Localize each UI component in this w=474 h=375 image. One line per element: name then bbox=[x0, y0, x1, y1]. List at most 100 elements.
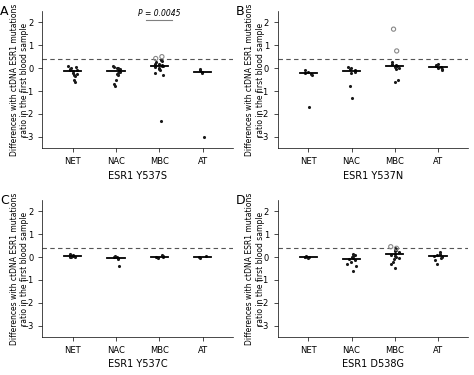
Point bbox=[66, 66, 73, 72]
Point bbox=[115, 66, 122, 72]
Point bbox=[199, 70, 206, 76]
Point bbox=[346, 84, 354, 90]
Point bbox=[349, 251, 357, 257]
Point bbox=[344, 261, 351, 267]
Point bbox=[392, 64, 399, 70]
Text: D: D bbox=[236, 194, 246, 207]
Y-axis label: Differences with ctDNA ESR1 mutations
ratio in the first blood sample: Differences with ctDNA ESR1 mutations ra… bbox=[246, 3, 265, 156]
Point bbox=[155, 65, 163, 71]
Point bbox=[392, 254, 400, 260]
Point bbox=[433, 261, 440, 267]
Point bbox=[67, 254, 74, 260]
Point bbox=[346, 66, 354, 72]
Point bbox=[69, 252, 76, 258]
Point bbox=[391, 246, 399, 252]
Point bbox=[64, 63, 72, 69]
Point bbox=[437, 64, 445, 70]
Point bbox=[110, 64, 118, 70]
Point bbox=[73, 64, 80, 70]
Point bbox=[159, 72, 166, 78]
Point bbox=[430, 253, 438, 259]
Point bbox=[394, 76, 402, 82]
Point bbox=[431, 258, 439, 264]
Point bbox=[432, 62, 439, 68]
Point bbox=[392, 253, 399, 259]
Point bbox=[159, 254, 166, 260]
Point bbox=[67, 65, 75, 71]
Text: P = 0.0045: P = 0.0045 bbox=[138, 9, 181, 18]
Point bbox=[301, 254, 309, 260]
Point bbox=[392, 66, 400, 72]
Point bbox=[438, 68, 446, 74]
Point bbox=[393, 245, 401, 251]
Point bbox=[301, 255, 309, 261]
Point bbox=[155, 66, 163, 72]
Y-axis label: Differences with ctDNA ESR1 mutations
ratio in the first blood sample: Differences with ctDNA ESR1 mutations ra… bbox=[10, 3, 29, 156]
Point bbox=[437, 255, 445, 261]
Point bbox=[116, 69, 124, 75]
Point bbox=[159, 253, 167, 259]
Point bbox=[305, 104, 313, 110]
Point bbox=[117, 66, 124, 72]
Point bbox=[154, 255, 162, 261]
X-axis label: ESR1 Y537C: ESR1 Y537C bbox=[108, 360, 167, 369]
Point bbox=[347, 259, 355, 265]
Point bbox=[391, 245, 398, 251]
Point bbox=[73, 67, 81, 73]
Point bbox=[349, 255, 357, 261]
Point bbox=[151, 60, 159, 66]
Point bbox=[395, 249, 402, 255]
Point bbox=[68, 255, 75, 261]
Point bbox=[196, 66, 204, 72]
Point bbox=[387, 252, 395, 258]
Point bbox=[437, 251, 444, 257]
Point bbox=[388, 261, 395, 267]
Point bbox=[69, 68, 77, 74]
Point bbox=[387, 244, 394, 250]
Point bbox=[395, 255, 402, 261]
X-axis label: ESR1 Y537S: ESR1 Y537S bbox=[108, 171, 167, 180]
Text: A: A bbox=[0, 5, 9, 18]
Point bbox=[348, 254, 356, 260]
Point bbox=[392, 247, 400, 253]
X-axis label: ESR1 Y537N: ESR1 Y537N bbox=[343, 171, 403, 180]
Point bbox=[393, 48, 401, 54]
Point bbox=[301, 68, 309, 74]
Point bbox=[395, 65, 403, 71]
Y-axis label: Differences with ctDNA ESR1 mutations
ratio in the first blood sample: Differences with ctDNA ESR1 mutations ra… bbox=[10, 192, 29, 345]
Point bbox=[391, 248, 399, 254]
Point bbox=[202, 254, 210, 260]
Point bbox=[199, 69, 206, 75]
Point bbox=[434, 252, 441, 258]
Point bbox=[391, 79, 399, 85]
Point bbox=[152, 56, 160, 62]
Point bbox=[434, 60, 442, 66]
Point bbox=[113, 254, 121, 260]
Point bbox=[157, 57, 164, 63]
Point bbox=[66, 68, 74, 74]
Point bbox=[113, 71, 121, 77]
Point bbox=[110, 254, 118, 260]
Point bbox=[158, 54, 166, 60]
Point bbox=[434, 65, 442, 71]
Point bbox=[352, 263, 359, 269]
Point bbox=[347, 65, 355, 71]
Text: C: C bbox=[0, 194, 9, 207]
Point bbox=[201, 134, 208, 140]
Point bbox=[432, 63, 440, 69]
Point bbox=[112, 76, 119, 82]
Y-axis label: Differences with ctDNA ESR1 mutations
ratio in the first blood sample: Differences with ctDNA ESR1 mutations ra… bbox=[246, 192, 265, 345]
Point bbox=[301, 70, 309, 76]
Point bbox=[115, 68, 123, 74]
Point bbox=[351, 69, 359, 75]
Point bbox=[111, 84, 119, 90]
Point bbox=[66, 251, 74, 257]
Text: B: B bbox=[236, 5, 245, 18]
Point bbox=[71, 79, 79, 85]
Point bbox=[436, 249, 444, 255]
Point bbox=[70, 70, 77, 76]
Point bbox=[307, 71, 314, 77]
Point bbox=[195, 254, 202, 260]
Point bbox=[152, 70, 159, 76]
Point bbox=[388, 60, 395, 66]
